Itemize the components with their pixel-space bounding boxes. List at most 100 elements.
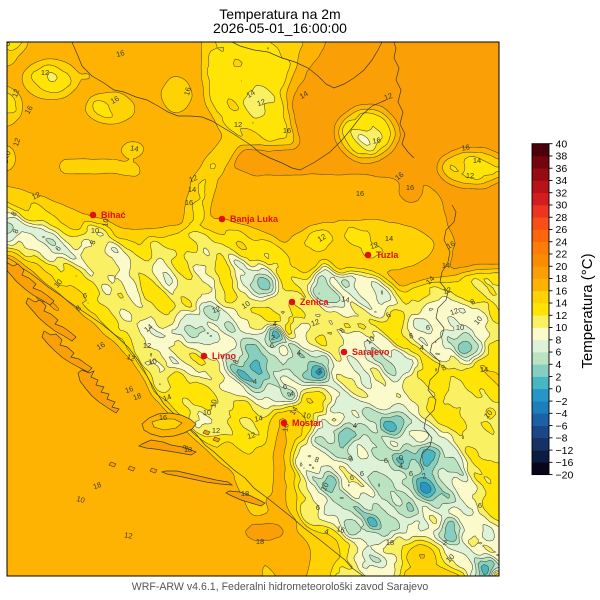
svg-text:6: 6 bbox=[83, 291, 87, 300]
svg-text:2: 2 bbox=[443, 538, 447, 547]
svg-text:Bihać: Bihać bbox=[101, 210, 126, 220]
svg-text:4: 4 bbox=[420, 343, 424, 352]
svg-text:6: 6 bbox=[556, 347, 562, 359]
svg-text:8: 8 bbox=[74, 303, 83, 313]
svg-text:16: 16 bbox=[124, 384, 135, 395]
svg-text:−8: −8 bbox=[556, 433, 568, 445]
svg-text:12: 12 bbox=[212, 426, 220, 435]
svg-text:−12: −12 bbox=[556, 445, 574, 457]
svg-text:14: 14 bbox=[480, 365, 488, 374]
svg-text:20: 20 bbox=[556, 261, 568, 273]
svg-text:10: 10 bbox=[91, 226, 99, 235]
svg-text:32: 32 bbox=[556, 187, 568, 199]
svg-text:8: 8 bbox=[469, 297, 477, 307]
svg-text:18: 18 bbox=[132, 391, 143, 402]
svg-text:22: 22 bbox=[556, 249, 568, 261]
svg-text:34: 34 bbox=[556, 175, 568, 187]
svg-text:8: 8 bbox=[231, 358, 241, 366]
svg-text:4: 4 bbox=[297, 348, 301, 357]
svg-text:12: 12 bbox=[442, 285, 453, 296]
svg-text:Temperatura (°C): Temperatura (°C) bbox=[579, 253, 596, 368]
svg-text:4: 4 bbox=[273, 319, 277, 328]
svg-text:14: 14 bbox=[162, 392, 173, 403]
svg-text:14: 14 bbox=[473, 156, 481, 165]
svg-text:12: 12 bbox=[316, 232, 328, 244]
svg-text:6: 6 bbox=[316, 503, 320, 512]
svg-text:16: 16 bbox=[2, 39, 10, 48]
svg-text:6: 6 bbox=[478, 501, 482, 510]
svg-text:16: 16 bbox=[461, 142, 471, 152]
svg-text:4: 4 bbox=[253, 377, 257, 386]
svg-text:10: 10 bbox=[301, 410, 311, 421]
svg-text:4: 4 bbox=[353, 421, 357, 430]
svg-text:16: 16 bbox=[335, 524, 345, 535]
svg-text:10: 10 bbox=[456, 323, 464, 332]
svg-text:12: 12 bbox=[369, 240, 380, 251]
svg-text:16: 16 bbox=[182, 86, 193, 96]
svg-text:8: 8 bbox=[347, 454, 355, 464]
svg-text:2026-05-01_16:00:00: 2026-05-01_16:00:00 bbox=[213, 20, 347, 36]
svg-text:14: 14 bbox=[385, 234, 393, 243]
svg-text:Sarajevo: Sarajevo bbox=[352, 347, 390, 357]
svg-text:24: 24 bbox=[556, 236, 568, 248]
svg-text:8: 8 bbox=[337, 326, 347, 335]
svg-text:16: 16 bbox=[445, 239, 457, 251]
svg-text:10: 10 bbox=[319, 481, 331, 493]
svg-text:12: 12 bbox=[449, 306, 460, 317]
svg-text:−16: −16 bbox=[556, 457, 574, 469]
svg-text:10: 10 bbox=[556, 322, 568, 334]
svg-text:10: 10 bbox=[240, 299, 252, 311]
svg-text:2: 2 bbox=[556, 371, 562, 383]
svg-text:14: 14 bbox=[341, 294, 351, 304]
svg-text:10: 10 bbox=[75, 494, 85, 505]
svg-text:4: 4 bbox=[290, 389, 294, 398]
svg-text:0: 0 bbox=[399, 453, 403, 462]
svg-text:18: 18 bbox=[256, 537, 264, 546]
svg-text:8: 8 bbox=[181, 444, 191, 451]
svg-text:−20: −20 bbox=[556, 469, 574, 481]
svg-text:4: 4 bbox=[323, 527, 329, 537]
svg-text:8: 8 bbox=[9, 210, 19, 218]
svg-text:12: 12 bbox=[125, 352, 136, 363]
svg-text:6: 6 bbox=[350, 473, 354, 482]
svg-text:12: 12 bbox=[30, 190, 41, 202]
svg-text:16: 16 bbox=[23, 104, 35, 116]
svg-text:10: 10 bbox=[1, 149, 13, 161]
svg-text:12: 12 bbox=[41, 68, 49, 77]
svg-text:12: 12 bbox=[124, 530, 134, 540]
svg-text:16: 16 bbox=[406, 183, 414, 192]
svg-text:10: 10 bbox=[203, 408, 211, 417]
svg-text:0: 0 bbox=[556, 384, 562, 396]
svg-text:4: 4 bbox=[399, 461, 403, 470]
svg-text:14: 14 bbox=[245, 88, 257, 100]
svg-text:6: 6 bbox=[360, 469, 364, 478]
svg-text:2: 2 bbox=[421, 471, 428, 481]
svg-text:Mostar: Mostar bbox=[292, 418, 322, 428]
svg-text:Banja Luka: Banja Luka bbox=[230, 214, 279, 224]
svg-text:12: 12 bbox=[234, 120, 242, 129]
svg-text:16: 16 bbox=[115, 48, 125, 59]
svg-text:10: 10 bbox=[208, 399, 218, 409]
svg-text:16: 16 bbox=[556, 285, 568, 297]
svg-text:10: 10 bbox=[100, 218, 110, 228]
svg-text:−6: −6 bbox=[556, 420, 568, 432]
svg-text:4: 4 bbox=[556, 359, 562, 371]
svg-text:−2: −2 bbox=[556, 396, 568, 408]
svg-text:12: 12 bbox=[246, 430, 256, 441]
svg-text:16: 16 bbox=[185, 198, 193, 207]
svg-text:30: 30 bbox=[556, 200, 568, 212]
svg-text:18: 18 bbox=[241, 489, 249, 498]
svg-text:10: 10 bbox=[148, 356, 158, 366]
svg-text:6: 6 bbox=[270, 341, 274, 350]
svg-text:16: 16 bbox=[283, 126, 291, 135]
svg-text:14: 14 bbox=[254, 413, 264, 423]
svg-text:12: 12 bbox=[310, 317, 321, 328]
svg-text:Temperatura na 2m: Temperatura na 2m bbox=[219, 6, 340, 22]
svg-text:18: 18 bbox=[386, 538, 394, 547]
svg-text:12: 12 bbox=[188, 173, 199, 184]
svg-text:16: 16 bbox=[159, 413, 167, 422]
svg-text:16: 16 bbox=[372, 135, 382, 145]
svg-text:18: 18 bbox=[92, 480, 103, 491]
svg-text:6: 6 bbox=[384, 456, 388, 465]
svg-text:8: 8 bbox=[11, 228, 21, 235]
